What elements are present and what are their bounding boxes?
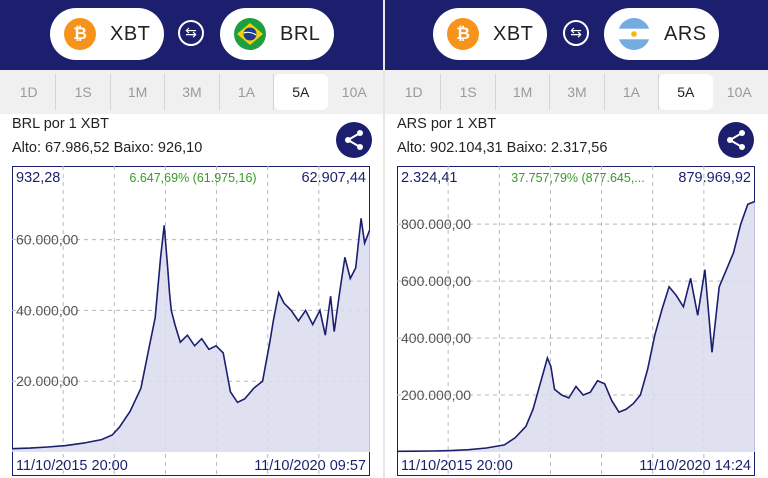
panel-brl: ₿ XBT ⇆ BRL 1D 1S 1M 3M 1A 5A 10A BRL po… (0, 0, 383, 478)
change-value: 37.757,79% (877.645,... (511, 171, 644, 185)
tab-1d[interactable]: 1D (2, 74, 57, 110)
high-low-label: Alto: 902.104,31 Baixo: 2.317,56 (397, 140, 608, 156)
end-value: 62.907,44 (301, 170, 366, 186)
pair-label: ARS por 1 XBT (397, 116, 497, 132)
bitcoin-icon: ₿ (64, 18, 96, 50)
high-low-label: Alto: 67.986,52 Baixo: 926,10 (12, 140, 203, 156)
change-value: 6.647,69% (61.975,16) (129, 171, 256, 185)
start-value: 2.324,41 (401, 170, 457, 186)
y-tick-label: 40.000,00 (16, 302, 78, 318)
tab-1m[interactable]: 1M (496, 74, 551, 110)
share-icon (345, 130, 363, 150)
price-line (397, 200, 755, 453)
argentina-flag-icon (618, 18, 650, 50)
start-date-label: 11/10/2015 20:00 (401, 458, 513, 474)
price-line (12, 218, 370, 450)
y-tick-label: 400.000,00 (401, 330, 471, 346)
currency-header: ₿ XBT ⇆ ARS (385, 0, 768, 70)
y-tick-label: 800.000,00 (401, 216, 471, 232)
share-button[interactable] (718, 122, 754, 158)
tab-5a[interactable]: 5A (659, 74, 713, 110)
tab-3m[interactable]: 3M (550, 74, 605, 110)
to-currency-selector[interactable]: BRL (220, 8, 334, 60)
tab-1s[interactable]: 1S (56, 74, 111, 110)
start-date-label: 11/10/2015 20:00 (16, 458, 128, 474)
swap-icon[interactable]: ⇆ (563, 20, 589, 46)
from-currency-code: XBT (493, 22, 534, 45)
to-currency-code: BRL (280, 22, 321, 45)
y-tick-label: 20.000,00 (16, 373, 78, 389)
bitcoin-icon: ₿ (447, 18, 479, 50)
panel-divider (383, 0, 385, 478)
y-tick-label: 600.000,00 (401, 273, 471, 289)
pair-label: BRL por 1 XBT (12, 116, 109, 132)
price-chart[interactable]: 20.000,00 40.000,00 60.000,00 932,28 6.647,6… (12, 166, 370, 476)
tab-1a[interactable]: 1A (605, 74, 660, 110)
from-currency-selector[interactable]: ₿ XBT (433, 8, 547, 60)
tab-1s[interactable]: 1S (441, 74, 496, 110)
tab-3m[interactable]: 3M (165, 74, 220, 110)
price-area (397, 201, 755, 452)
brazil-flag-icon (234, 18, 266, 50)
tab-1m[interactable]: 1M (111, 74, 166, 110)
tab-1d[interactable]: 1D (387, 74, 442, 110)
tab-5a[interactable]: 5A (274, 74, 328, 110)
share-button[interactable] (336, 122, 372, 158)
from-currency-selector[interactable]: ₿ XBT (50, 8, 164, 60)
swap-icon[interactable]: ⇆ (178, 20, 204, 46)
from-currency-code: XBT (110, 22, 151, 45)
end-date-label: 11/10/2020 09:57 (254, 458, 366, 474)
to-currency-selector[interactable]: ARS (604, 8, 719, 60)
y-tick-label: 60.000,00 (16, 232, 78, 248)
share-icon (727, 130, 745, 150)
period-tabs: 1D 1S 1M 3M 1A 5A 10A (385, 70, 768, 114)
tab-10a[interactable]: 10A (341, 84, 367, 100)
price-area (12, 218, 370, 452)
end-value: 879.969,92 (678, 170, 751, 186)
y-tick-label: 200.000,00 (401, 387, 471, 403)
end-date-label: 11/10/2020 14:24 (639, 458, 751, 474)
to-currency-code: ARS (664, 22, 707, 45)
start-value: 932,28 (16, 170, 60, 186)
price-chart[interactable]: 200.000,00 400.000,00 600.000,00 800.000,00… (397, 166, 755, 476)
tab-10a[interactable]: 10A (726, 84, 752, 100)
currency-header: ₿ XBT ⇆ BRL (0, 0, 383, 70)
period-tabs: 1D 1S 1M 3M 1A 5A 10A (0, 70, 383, 114)
tab-1a[interactable]: 1A (220, 74, 275, 110)
panel-ars: ₿ XBT ⇆ ARS 1D 1S 1M 3M 1A 5A 10A ARS po… (385, 0, 768, 478)
